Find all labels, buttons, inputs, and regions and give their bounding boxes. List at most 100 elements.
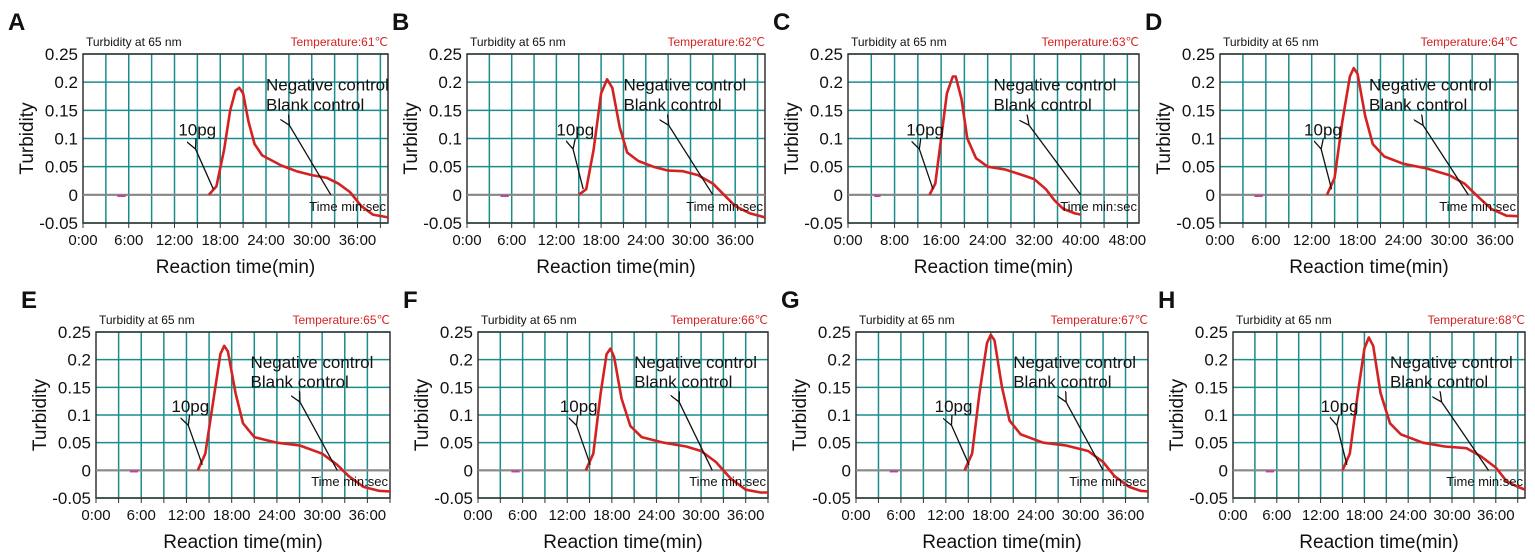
y-tick-label: 0.1 — [67, 406, 91, 425]
y-axis-title: Turbidity — [30, 378, 51, 451]
plot-frame — [847, 53, 1140, 224]
y-tick-label: 0 — [82, 461, 91, 480]
x-tick-label: 36:00 — [727, 507, 765, 524]
y-tick-label: 0.1 — [449, 406, 473, 425]
temperature-label: Temperature:64℃ — [1420, 35, 1518, 49]
y-tick-label: -0.05 — [1176, 214, 1215, 233]
x-tick-label: 8:00 — [880, 232, 909, 249]
x-axis-title: Reaction time(min) — [1299, 532, 1458, 553]
y-tick-label: 0.2 — [1204, 351, 1228, 370]
sample-label: 10pg — [556, 121, 594, 140]
y-axis-title: Turbidity — [782, 102, 803, 175]
y-tick-label: 0.25 — [818, 323, 851, 342]
y-tick-label: 0.25 — [45, 45, 78, 64]
x-tick-label: 30:00 — [1430, 232, 1468, 249]
x-tick-label: 16:00 — [922, 232, 960, 249]
x-tick-label: 24:00 — [247, 232, 285, 249]
panel-letter: G — [781, 287, 800, 314]
panel-letter: B — [392, 9, 409, 36]
x-tick-label: 12:00 — [1293, 232, 1331, 249]
y-tick-label: -0.05 — [1189, 489, 1228, 508]
y-tick-label: 0.05 — [1195, 434, 1228, 453]
x-tick-label: 18:00 — [582, 232, 620, 249]
plot-frame — [1232, 331, 1526, 499]
x-tick-label: 24:00 — [638, 507, 676, 524]
panel-letter: F — [403, 287, 418, 314]
negative-control-label: Negative control — [266, 76, 389, 95]
x-tick-label: 36:00 — [1107, 507, 1145, 524]
x-tick-label: 12:00 — [548, 507, 586, 524]
panel-header: Turbidity at 65 nm — [86, 35, 182, 49]
control-arrow — [1066, 401, 1104, 471]
panel-letter: H — [1158, 287, 1175, 314]
y-tick-label: 0.2 — [449, 351, 473, 370]
y-tick-label: 0.2 — [67, 351, 91, 370]
negative-control-label: Negative control — [1390, 353, 1513, 372]
plot-frame — [855, 331, 1149, 499]
temperature-label: Temperature:68℃ — [1427, 313, 1525, 327]
sample-arrow — [1337, 424, 1348, 465]
y-tick-label: 0 — [464, 461, 473, 480]
x-tick-label: 12:00 — [168, 507, 206, 524]
x-tick-label: 0:00 — [81, 507, 110, 524]
x-tick-label: 0:00 — [1205, 232, 1234, 249]
blank-control-label: Blank control — [251, 372, 349, 391]
sample-arrow — [573, 148, 584, 190]
time-unit-note: Time min:sec — [1069, 474, 1146, 489]
sample-arrow — [576, 424, 591, 466]
y-tick-label: 0.1 — [54, 130, 78, 149]
temperature-label: Temperature:63℃ — [1041, 35, 1139, 49]
time-unit-note: Time min:sec — [1446, 474, 1523, 489]
control-arrow — [679, 401, 713, 471]
x-tick-label: 18:00 — [972, 507, 1010, 524]
panel-h: H Turbidity at 65 nm Temperature:68℃ 0.25 0.… — [1158, 287, 1526, 553]
y-axis-title: Turbidity — [1167, 378, 1188, 451]
x-tick-label: 6:00 — [497, 232, 526, 249]
y-tick-label: 0.1 — [1204, 406, 1228, 425]
series-line-10pg — [963, 333, 1149, 493]
time-unit-note: Time min:sec — [311, 474, 388, 489]
y-tick-label: 0.15 — [818, 378, 851, 397]
x-tick-label: 12:00 — [927, 507, 965, 524]
y-tick-label: 0.25 — [1182, 45, 1215, 64]
negative-control-label: Negative control — [623, 76, 746, 95]
temperature-label: Temperature:62℃ — [667, 35, 765, 49]
x-axis-title: Reaction time(min) — [543, 532, 702, 553]
x-tick-label: 6:00 — [1262, 507, 1291, 524]
time-unit-note: Time min:sec — [689, 474, 766, 489]
sample-label: 10pg — [171, 397, 209, 416]
sample-arrow — [1321, 148, 1333, 190]
panel-c: C Turbidity at 65 nm Temperature:63℃ 0.25 0.… — [773, 9, 1146, 278]
y-tick-label: 0.2 — [827, 351, 851, 370]
control-arrow — [1028, 124, 1082, 196]
y-tick-label: 0.05 — [45, 158, 78, 177]
blank-control-label: Blank control — [266, 95, 364, 114]
y-tick-label: 0 — [1219, 461, 1228, 480]
panel-g: G Turbidity at 65 nm Temperature:67℃ 0.25 0.… — [781, 287, 1149, 553]
x-tick-label: 32:00 — [1015, 232, 1053, 249]
panel-header: Turbidity at 65 nm — [1236, 313, 1332, 327]
y-tick-label: 0.1 — [819, 130, 843, 149]
x-tick-label: 30:00 — [293, 232, 331, 249]
plot-frame — [477, 331, 769, 499]
x-tick-label: 30:00 — [1062, 507, 1100, 524]
panel-header: Turbidity at 65 nm — [859, 313, 955, 327]
x-tick-label: 24:00 — [1389, 507, 1427, 524]
control-arrow — [1441, 401, 1490, 471]
x-tick-label: 36:00 — [716, 232, 754, 249]
x-axis-title: Reaction time(min) — [163, 532, 322, 553]
y-tick-label: 0.05 — [58, 434, 91, 453]
control-arrow — [668, 124, 714, 196]
y-tick-label: 0.15 — [58, 378, 91, 397]
x-tick-label: 12:00 — [538, 232, 576, 249]
y-tick-label: 0.1 — [1191, 130, 1215, 149]
y-tick-label: -0.05 — [52, 489, 91, 508]
y-tick-label: 0.05 — [818, 434, 851, 453]
y-tick-label: -0.05 — [423, 214, 462, 233]
y-tick-label: 0.15 — [45, 101, 78, 120]
control-arrow — [300, 401, 338, 471]
plot-frame — [466, 53, 766, 224]
y-axis-title: Turbidity — [1154, 102, 1175, 175]
blank-control-label: Blank control — [634, 372, 732, 391]
y-tick-label: -0.05 — [804, 214, 843, 233]
